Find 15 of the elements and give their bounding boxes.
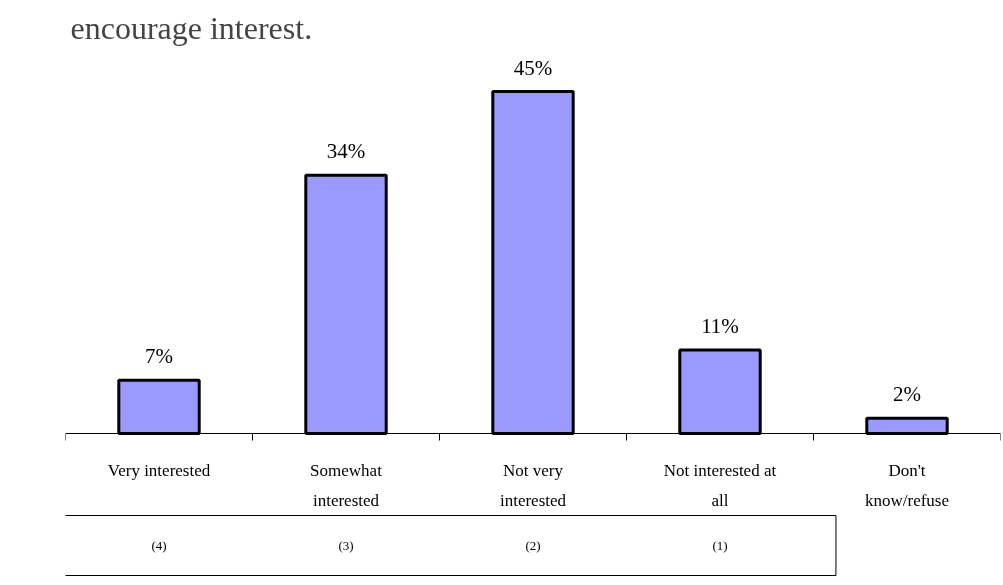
x-tick-label: Not interested at all (663, 460, 777, 510)
chart-title: encourage interest. (70, 9, 313, 46)
text: (2) (525, 538, 541, 553)
text: (3) (338, 538, 354, 553)
text: (1) (712, 538, 728, 553)
text: (4) (151, 538, 167, 553)
data-label: 45% (513, 55, 553, 80)
x-tick-label: Not very interested (499, 460, 567, 510)
x-tick-label: Somewhat interested (310, 460, 383, 510)
data-label: 2% (893, 382, 921, 407)
data-label: 7% (145, 344, 173, 369)
x-tick-label: Very interested (107, 460, 211, 480)
x-tick-label: Don't know/refuse (864, 460, 950, 510)
data-label: 11% (701, 313, 739, 338)
data-label: 34% (326, 139, 366, 164)
